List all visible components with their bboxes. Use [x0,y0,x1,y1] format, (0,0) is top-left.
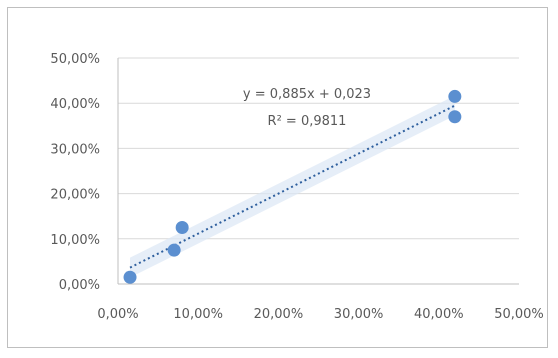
data-points [123,89,462,284]
y-tick-label: 40,00% [50,97,100,112]
y-tick-labels: 0,00% 10,00% 20,00% 30,00% 40,00% 50,00% [50,52,100,293]
y-tick-label: 30,00% [50,142,100,157]
x-tick-label: 0,00% [97,307,138,322]
y-tick-label: 0,00% [59,278,100,293]
x-tick-label: 40,00% [414,307,464,322]
y-tick-label: 10,00% [50,233,100,248]
chart-frame [7,7,548,348]
trendline [129,104,456,269]
x-tick-label: 30,00% [334,307,384,322]
trendline-r-squared: R² = 0,9811 [268,114,347,129]
trendline-group [129,104,456,269]
grid-lines [118,57,519,240]
data-point [123,270,137,284]
y-tick-label: 20,00% [50,188,100,203]
x-tick-label: 50,00% [494,307,544,322]
data-point [175,221,189,234]
y-tick-label: 50,00% [50,52,100,67]
data-point [448,89,462,103]
x-tick-label: 10,00% [173,307,223,322]
data-point [448,110,462,124]
x-tick-label: 20,00% [254,307,304,322]
axes [117,58,519,285]
x-tick-labels: 0,00% 10,00% 20,00% 30,00% 40,00% 50,00% [97,307,543,322]
trendline-equation: y = 0,885x + 0,023 [243,87,371,102]
data-point [167,243,181,257]
